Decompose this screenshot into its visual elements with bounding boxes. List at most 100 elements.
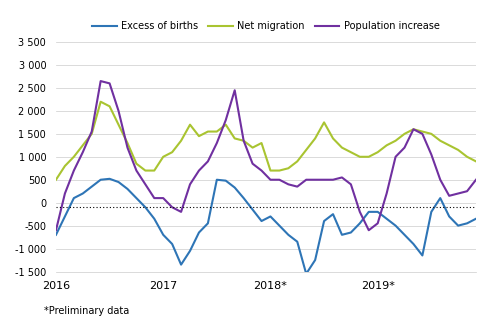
Population increase (249, 162, 255, 166)
Excess of births (428, 210, 434, 214)
Net migration (402, 132, 408, 136)
Excess of births (383, 217, 389, 221)
Excess of births (187, 249, 193, 253)
Net migration (339, 146, 345, 150)
Excess of births (402, 233, 408, 237)
Population increase (160, 196, 166, 200)
Population increase (53, 228, 59, 232)
Population increase (339, 175, 345, 179)
Excess of births (375, 210, 381, 214)
Population increase (383, 192, 389, 196)
Net migration (348, 150, 354, 154)
Net migration (241, 139, 246, 143)
Excess of births (249, 208, 255, 211)
Population increase (241, 139, 246, 143)
Excess of births (366, 210, 372, 214)
Net migration (268, 169, 273, 173)
Net migration (232, 137, 238, 140)
Population increase (348, 182, 354, 186)
Net migration (53, 178, 59, 182)
Excess of births (214, 178, 220, 182)
Excess of births (339, 233, 345, 237)
Excess of births (232, 186, 238, 189)
Line: Excess of births: Excess of births (56, 179, 476, 274)
Population increase (134, 169, 139, 173)
Excess of births (276, 224, 282, 227)
Excess of births (294, 240, 300, 244)
Net migration (455, 148, 461, 152)
Net migration (312, 137, 318, 140)
Line: Population increase: Population increase (56, 81, 476, 230)
Population increase (268, 178, 273, 182)
Population increase (89, 130, 95, 133)
Net migration (98, 100, 104, 104)
Excess of births (178, 263, 184, 267)
Excess of births (107, 177, 112, 181)
Net migration (71, 155, 77, 159)
Net migration (142, 169, 148, 173)
Excess of births (285, 233, 291, 237)
Net migration (294, 160, 300, 163)
Excess of births (357, 221, 363, 225)
Line: Net migration: Net migration (56, 102, 476, 180)
Population increase (446, 194, 452, 198)
Population increase (303, 178, 309, 182)
Population increase (393, 155, 399, 159)
Excess of births (125, 187, 131, 191)
Population increase (419, 132, 425, 136)
Population increase (107, 81, 112, 85)
Excess of births (446, 215, 452, 219)
Excess of births (303, 272, 309, 276)
Excess of births (393, 224, 399, 227)
Population increase (80, 150, 86, 154)
Legend: Excess of births, Net migration, Population increase: Excess of births, Net migration, Populat… (88, 17, 443, 35)
Net migration (366, 155, 372, 159)
Net migration (62, 164, 68, 168)
Net migration (115, 123, 121, 127)
Excess of births (312, 258, 318, 262)
Net migration (383, 144, 389, 147)
Net migration (437, 139, 443, 143)
Excess of births (223, 179, 229, 182)
Population increase (196, 169, 202, 173)
Excess of births (437, 196, 443, 200)
Net migration (151, 169, 157, 173)
Net migration (375, 150, 381, 154)
Excess of births (53, 233, 59, 237)
Net migration (187, 123, 193, 127)
Excess of births (71, 196, 77, 200)
Excess of births (464, 221, 470, 225)
Net migration (419, 130, 425, 133)
Net migration (125, 141, 131, 145)
Excess of births (241, 196, 246, 200)
Population increase (214, 141, 220, 145)
Excess of births (89, 185, 95, 189)
Population increase (366, 228, 372, 232)
Net migration (330, 137, 336, 140)
Population increase (151, 196, 157, 200)
Population increase (285, 182, 291, 186)
Text: *Preliminary data: *Preliminary data (44, 306, 130, 316)
Net migration (196, 134, 202, 138)
Population increase (294, 185, 300, 189)
Population increase (402, 146, 408, 150)
Net migration (473, 160, 479, 163)
Population increase (178, 210, 184, 214)
Excess of births (196, 231, 202, 234)
Excess of births (268, 215, 273, 219)
Excess of births (455, 224, 461, 227)
Net migration (178, 139, 184, 143)
Excess of births (134, 196, 139, 200)
Population increase (232, 88, 238, 92)
Net migration (410, 127, 416, 131)
Population increase (142, 182, 148, 186)
Population increase (357, 210, 363, 214)
Population increase (455, 192, 461, 196)
Excess of births (142, 205, 148, 209)
Net migration (160, 155, 166, 159)
Excess of births (160, 233, 166, 237)
Excess of births (205, 221, 211, 225)
Net migration (80, 144, 86, 147)
Population increase (125, 146, 131, 150)
Excess of births (169, 242, 175, 246)
